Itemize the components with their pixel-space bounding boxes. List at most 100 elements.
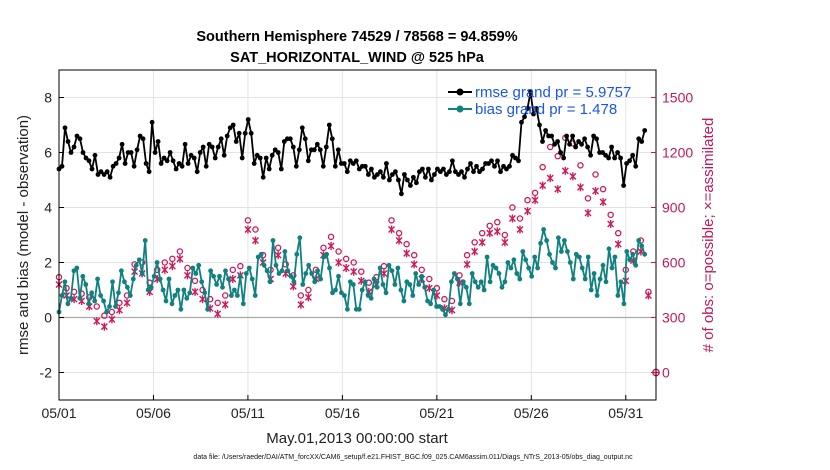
- bias-point: [639, 243, 645, 249]
- rmse-point: [149, 119, 155, 125]
- rmse-point: [299, 125, 305, 131]
- bias-point: [327, 265, 332, 271]
- rmse-point: [194, 169, 200, 175]
- rmse-point: [140, 136, 146, 142]
- bias-point: [544, 238, 549, 243]
- bias-point: [413, 271, 419, 276]
- bias-point: [77, 295, 83, 301]
- obs-assimilated-point: [592, 187, 600, 195]
- bias-point: [261, 262, 267, 268]
- rmse-point: [588, 152, 593, 158]
- bias-point: [484, 254, 490, 260]
- obs-assimilated-point: [599, 198, 607, 206]
- rmse-point: [513, 155, 518, 161]
- y2-axis-label: # of obs: o=possible; ×=assimilated: [700, 118, 717, 353]
- legend-bias-marker: [456, 105, 464, 113]
- bias-point: [175, 287, 181, 293]
- bias-point: [249, 276, 255, 282]
- bias-point: [636, 238, 642, 243]
- obs-possible-point: [463, 251, 471, 259]
- rmse-point: [630, 152, 636, 158]
- bias-point: [368, 295, 374, 301]
- rmse-point: [266, 166, 272, 172]
- bias-point: [526, 265, 532, 271]
- rmse-point: [540, 139, 545, 144]
- obs-possible-point: [494, 218, 501, 226]
- rmse-point: [236, 130, 242, 136]
- rmse-point: [323, 144, 329, 150]
- obs-assimilated-point: [342, 264, 350, 272]
- obs-possible-point: [297, 292, 305, 299]
- obs-possible-point: [229, 266, 237, 274]
- obs-possible-point: [418, 266, 425, 274]
- rmse-point: [516, 158, 521, 164]
- obs-possible-point: [546, 143, 554, 151]
- bias-point: [362, 279, 368, 285]
- bias-point: [142, 238, 148, 243]
- rmse-point: [570, 133, 575, 139]
- rmse-point: [245, 117, 251, 122]
- rmse-point: [116, 155, 122, 161]
- obs-possible-point: [486, 222, 493, 230]
- bias-point: [642, 251, 648, 257]
- bias-point: [98, 293, 103, 298]
- rmse-point: [459, 169, 464, 175]
- obs-assimilated-point: [471, 247, 479, 256]
- rmse-point: [239, 155, 245, 161]
- bias-point: [240, 301, 246, 307]
- bias-point: [359, 287, 365, 293]
- y2-tick-label: 1500: [662, 90, 693, 106]
- rmse-point: [609, 144, 614, 150]
- rmse-point: [585, 144, 590, 150]
- bias-point: [398, 287, 404, 293]
- rmse-point: [107, 174, 113, 180]
- bias-point: [356, 306, 362, 312]
- y-axis-ticks: -2 0 2 4 6 8: [40, 90, 64, 381]
- bias-point: [119, 268, 124, 274]
- rmse-point: [221, 152, 227, 158]
- obs-assimilated-point: [108, 315, 116, 324]
- obs-assimilated-point: [516, 225, 524, 234]
- bias-point: [567, 260, 573, 265]
- bias-point: [211, 273, 217, 279]
- bias-point: [588, 287, 594, 293]
- obs-possible-point: [592, 171, 599, 178]
- rmse-point: [462, 174, 467, 180]
- rmse-point: [612, 155, 617, 161]
- rmse-point: [230, 122, 236, 128]
- bias-point: [532, 254, 538, 260]
- x-tick-label: 05/16: [325, 405, 360, 421]
- bias-point: [425, 298, 430, 304]
- rmse-point: [74, 133, 80, 139]
- bias-point: [74, 265, 80, 271]
- bias-point: [190, 265, 196, 271]
- bias-point: [529, 273, 535, 279]
- rmse-point: [621, 183, 626, 188]
- rmse-point: [495, 158, 500, 164]
- bias-point: [419, 273, 425, 279]
- bias-point: [342, 293, 347, 298]
- rmse-point: [71, 144, 77, 150]
- rmse-point: [305, 158, 311, 164]
- bias-point: [116, 290, 121, 296]
- legend-rmse-label: rmse grand pr = 5.9757: [475, 84, 631, 101]
- rmse-point: [242, 130, 248, 136]
- rmse-point: [567, 141, 572, 147]
- rmse-point: [420, 166, 425, 172]
- bias-point: [511, 257, 517, 263]
- x-tick-label: 05/31: [608, 405, 643, 421]
- rmse-point: [353, 158, 359, 164]
- rmse-point: [218, 136, 224, 142]
- bias-point: [535, 265, 540, 271]
- rmse-point: [537, 122, 542, 128]
- obs-possible-point: [531, 189, 539, 197]
- bias-point: [235, 293, 240, 298]
- obs-possible-point: [244, 217, 252, 224]
- bias-point: [187, 290, 193, 296]
- rmse-point: [564, 133, 569, 139]
- bias-point: [541, 227, 546, 232]
- rmse-point: [492, 163, 497, 169]
- bias-point: [214, 282, 220, 287]
- bias-point: [113, 304, 118, 309]
- rmse-point: [341, 161, 347, 166]
